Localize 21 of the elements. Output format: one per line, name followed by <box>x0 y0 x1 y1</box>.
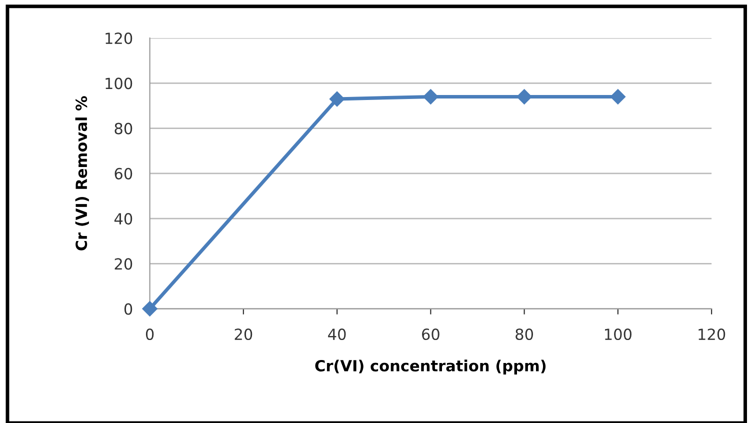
x-tick-label: 100 <box>605 328 632 340</box>
point <box>423 89 438 104</box>
y-axis-title: Cr (VI) Removal % <box>75 96 89 250</box>
y-tick-label: 100 <box>106 78 132 90</box>
x-tick-label: 40 <box>328 328 346 340</box>
y-tick-label: 40 <box>114 213 132 225</box>
x-tick-label: 120 <box>698 328 726 340</box>
x-tick-label: 80 <box>516 328 534 340</box>
x-axis-title: Cr(VI) concentration (ppm) <box>315 360 546 374</box>
point <box>610 89 626 104</box>
x-tick-label: 0 <box>146 328 154 340</box>
y-tick-label: 120 <box>106 32 132 44</box>
y-tick-label: 60 <box>114 168 132 180</box>
point <box>142 301 158 316</box>
x-tick-label: 20 <box>234 328 252 340</box>
x-tick-label: 60 <box>422 328 440 340</box>
y-tick-label: 20 <box>114 258 132 270</box>
point <box>516 89 532 104</box>
y-tick-label: 80 <box>114 122 132 134</box>
point <box>329 91 345 107</box>
y-tick-label: 0 <box>124 303 132 315</box>
